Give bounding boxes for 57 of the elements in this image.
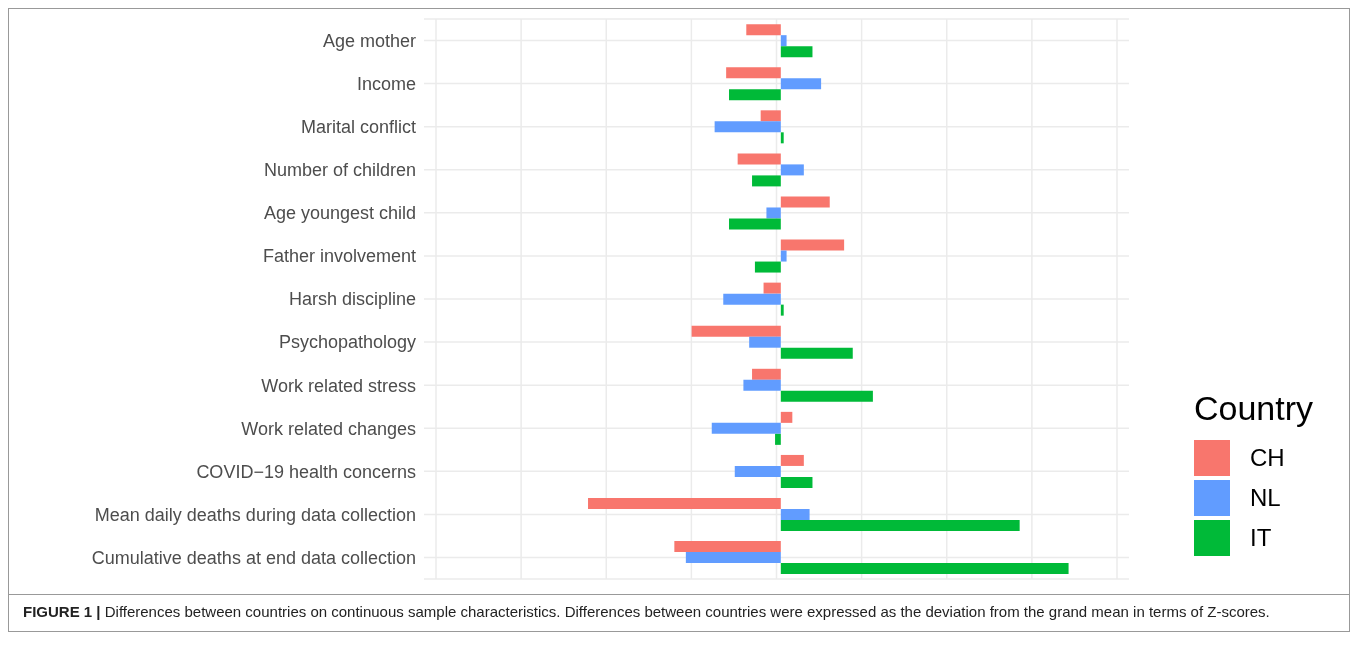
legend-label: IT [1250, 524, 1272, 552]
bar [685, 552, 781, 564]
bar [714, 121, 781, 133]
bar [588, 498, 781, 510]
y-tick-label: Mean daily deaths during data collection [94, 504, 416, 525]
bar [780, 476, 813, 488]
caption: FIGURE 1 | Differences between countries on continuous sample characteristics. Differences between countries were expressed as the deviation from the grand mean in terms of Z-scores. [9, 594, 1349, 631]
bar [743, 379, 781, 391]
bar [780, 196, 830, 208]
legend-title: Country [1194, 389, 1314, 428]
bar [723, 293, 781, 305]
bar [780, 164, 804, 176]
bar [780, 563, 1069, 575]
bar [752, 175, 781, 187]
bar [780, 347, 853, 359]
y-tick-label: Marital conflict [300, 117, 416, 138]
legend-label: CH [1250, 444, 1285, 472]
bar [780, 78, 822, 90]
y-tick-label: Work related changes [241, 418, 416, 439]
bar [780, 239, 845, 251]
legend-label: NL [1250, 484, 1281, 512]
bar [737, 153, 781, 165]
bar [775, 433, 781, 445]
bar [780, 304, 784, 316]
y-tick-label: Cumulative deaths at end data collection [91, 547, 416, 568]
y-tick-label: Psychopathology [278, 332, 416, 353]
bar [754, 261, 781, 273]
bar [760, 110, 781, 122]
bar [780, 35, 787, 47]
bar [780, 390, 873, 402]
bar [766, 207, 781, 219]
y-tick-label: Harsh discipline [288, 289, 416, 310]
bar [746, 24, 781, 36]
y-tick-label: Age youngest child [263, 203, 416, 224]
y-tick-label: COVID−19 health concerns [196, 461, 416, 482]
bar [726, 67, 781, 79]
bar [729, 89, 781, 101]
bar [691, 325, 781, 337]
bar [780, 509, 810, 521]
bar [711, 422, 781, 434]
bar [749, 336, 781, 348]
bar [780, 520, 1020, 532]
y-tick-label: Work related stress [261, 375, 416, 396]
y-tick-label: Income [356, 74, 416, 95]
y-tick-label: Age mother [322, 30, 416, 51]
bar [780, 132, 784, 144]
bar [763, 282, 781, 294]
bar [780, 250, 787, 262]
bar [752, 368, 781, 380]
bar [734, 465, 781, 477]
bar [674, 541, 781, 553]
bar [729, 218, 781, 230]
y-tick-label: Father involvement [262, 246, 416, 267]
bar [780, 411, 793, 423]
bar [780, 46, 813, 58]
bar [780, 454, 804, 466]
y-tick-label: Number of children [263, 160, 416, 181]
